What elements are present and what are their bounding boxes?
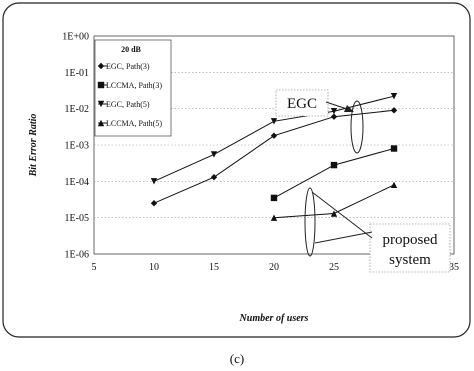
- egc-ellipse: [350, 100, 364, 154]
- legend-entry: LCCMA, Path(3): [97, 81, 162, 90]
- proposed-label-line-1: proposed: [383, 232, 438, 248]
- series-2: [270, 145, 398, 202]
- legend-entry: LCCMA, Path(5): [97, 119, 162, 128]
- proposed-arrow: [311, 191, 373, 239]
- data-point: [330, 210, 338, 217]
- legend-entry: EGC, Path(5): [97, 100, 150, 109]
- legend-box: [94, 39, 172, 137]
- y-tick-label: 1E-02: [65, 104, 89, 115]
- data-point: [150, 200, 158, 207]
- y-tick-label: 1E-03: [65, 141, 89, 152]
- proposed-label-box: [369, 223, 451, 273]
- egc-label: EGC: [287, 96, 317, 112]
- data-point: [270, 194, 278, 202]
- egc-label-box: [275, 89, 329, 117]
- y-tick-label: 1E-04: [65, 177, 89, 188]
- y-axis-title: Bit Error Ratio: [28, 114, 39, 178]
- x-tick-label: 20: [269, 262, 279, 273]
- legend: 20 dB EGC, Path(3) LCCMA, Path(3) EGC, Pat…: [94, 39, 172, 137]
- data-point: [270, 132, 278, 139]
- legend-label: LCCMA, Path(3): [106, 81, 162, 90]
- figure-caption: (c): [230, 351, 244, 366]
- series-3: [150, 93, 398, 185]
- x-tick-label: 10: [149, 262, 159, 273]
- series-1: [150, 107, 398, 207]
- legend-label: EGC, Path(5): [106, 100, 150, 109]
- data-point: [97, 62, 105, 70]
- proposed-ellipse: [304, 187, 316, 257]
- legend-label: EGC, Path(3): [106, 62, 150, 71]
- data-point: [97, 81, 105, 89]
- series-layer: [150, 93, 398, 221]
- y-tick-label: 1E-05: [65, 213, 89, 224]
- proposed-label-line-2: system: [389, 252, 431, 268]
- annotations: EGC proposed system: [275, 89, 451, 273]
- data-point: [330, 161, 338, 169]
- data-point: [97, 119, 105, 127]
- egc-arrowhead: [344, 105, 354, 112]
- x-tick-label: 35: [449, 262, 459, 273]
- legend-entry: EGC, Path(3): [97, 62, 150, 71]
- y-tick-label: 1E-06: [65, 250, 89, 261]
- data-point: [150, 178, 158, 185]
- data-point: [330, 108, 338, 115]
- x-axis-title: Number of users: [239, 313, 309, 324]
- data-point: [330, 113, 338, 120]
- data-point: [270, 214, 278, 221]
- legend-label: LCCMA, Path(5): [106, 119, 162, 128]
- data-point: [210, 151, 218, 158]
- series-4: [270, 181, 398, 221]
- proposed-arrow-2: [314, 231, 373, 244]
- legend-title: 20 dB: [121, 45, 141, 54]
- data-point: [210, 173, 218, 181]
- x-tick-label: 5: [92, 262, 97, 273]
- x-tick-label: 15: [209, 262, 219, 273]
- y-tick-label: 1E+00: [62, 32, 89, 43]
- data-point: [97, 100, 105, 108]
- y-tick-label: 1E-01: [65, 68, 89, 79]
- data-point: [390, 93, 398, 100]
- data-point: [390, 181, 398, 189]
- x-tick-label: 25: [329, 262, 339, 273]
- data-point: [390, 145, 398, 152]
- data-point: [270, 118, 278, 125]
- data-point: [390, 107, 398, 114]
